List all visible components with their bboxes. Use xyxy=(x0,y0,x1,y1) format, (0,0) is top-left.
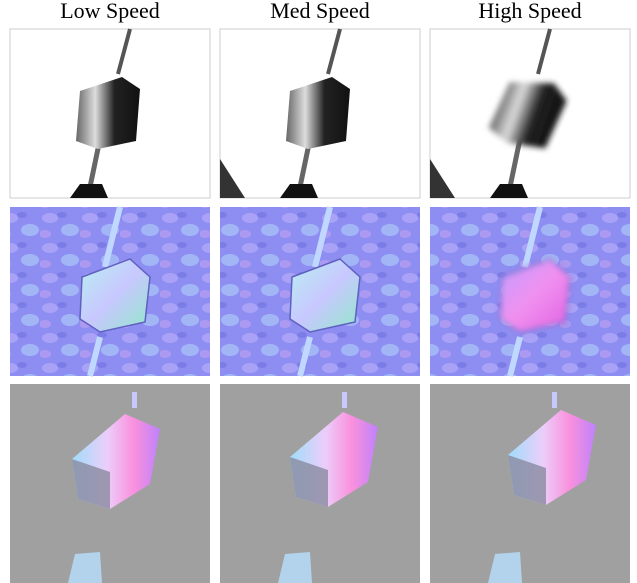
photo-panel xyxy=(220,29,420,198)
image-grid xyxy=(10,29,630,583)
residual-panel xyxy=(10,384,210,583)
normal-panel xyxy=(10,207,210,376)
normal-panel xyxy=(220,207,420,376)
column-header: Med Speed xyxy=(270,0,370,23)
photo-panel xyxy=(430,29,630,198)
column-header: High Speed xyxy=(478,0,581,23)
residual-panel xyxy=(220,384,420,583)
column-header: Low Speed xyxy=(60,0,160,23)
normal-panel xyxy=(430,207,630,376)
column-headers: Low Speed Med Speed High Speed xyxy=(60,0,581,23)
residual-panel xyxy=(430,384,630,583)
residual-bit xyxy=(552,392,557,408)
residual-bit xyxy=(342,392,347,408)
photo-panel xyxy=(10,29,210,198)
residual-bit xyxy=(132,392,137,408)
figure: Low Speed Med Speed High Speed xyxy=(0,0,637,583)
